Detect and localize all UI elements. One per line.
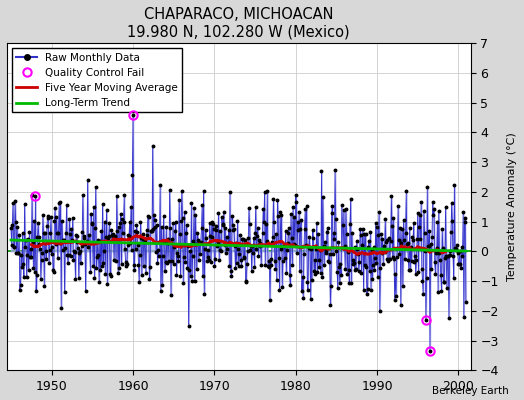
Title: CHAPARACO, MICHOACAN
19.980 N, 102.280 W (Mexico): CHAPARACO, MICHOACAN 19.980 N, 102.280 W… [127,7,350,39]
Text: Berkeley Earth: Berkeley Earth [432,386,508,396]
Y-axis label: Temperature Anomaly (°C): Temperature Anomaly (°C) [507,132,517,281]
Legend: Raw Monthly Data, Quality Control Fail, Five Year Moving Average, Long-Term Tren: Raw Monthly Data, Quality Control Fail, … [12,48,182,112]
